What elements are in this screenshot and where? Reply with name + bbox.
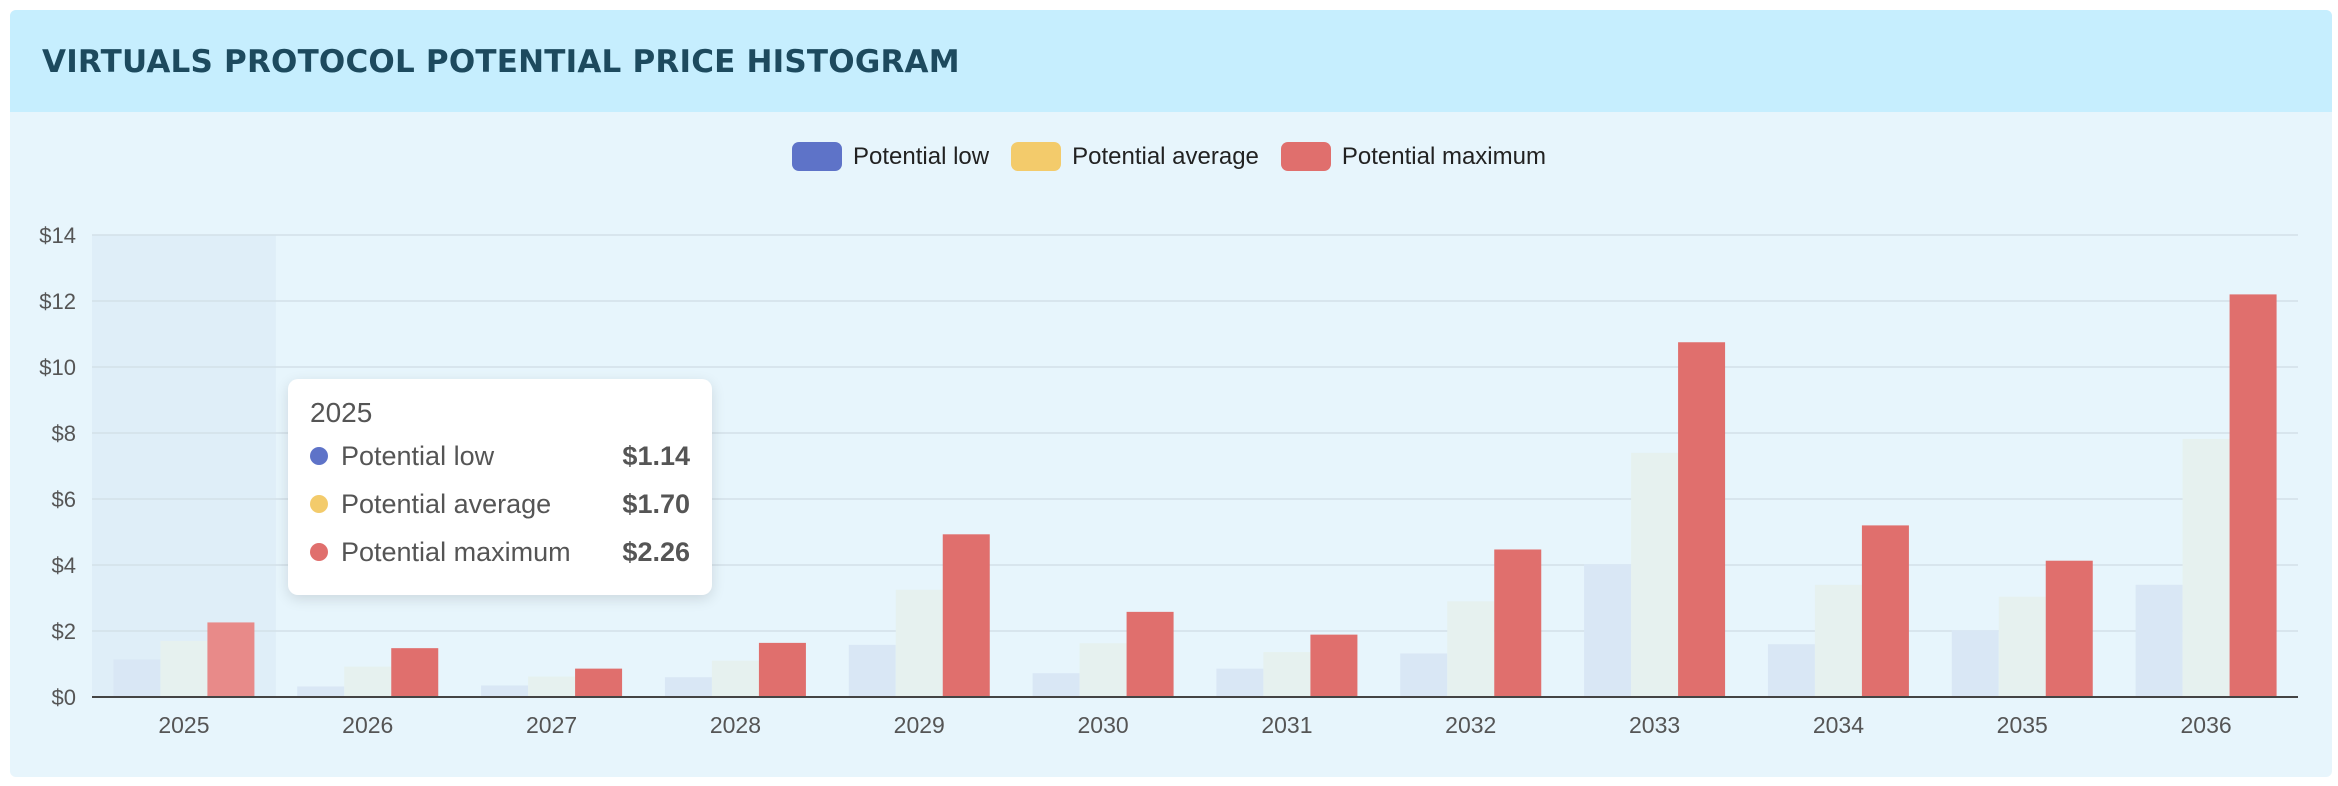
y-tick-label: $2	[52, 619, 76, 644]
x-tick-label: 2031	[1261, 712, 1312, 738]
x-tick-label: 2030	[1077, 712, 1128, 738]
hover-band	[92, 235, 276, 697]
legend-swatch-low	[792, 142, 843, 171]
bar-maximum	[1861, 525, 1909, 697]
bar-maximum	[1678, 342, 1726, 697]
tooltip-dot-low	[310, 447, 328, 465]
bar-average	[1447, 601, 1495, 697]
bar-average	[528, 676, 576, 697]
chart-legend: Potential low Potential average Potentia…	[0, 142, 2338, 171]
tooltip-title: 2025	[310, 397, 373, 428]
bar-average	[1631, 452, 1679, 697]
y-tick-label: $0	[52, 685, 76, 710]
bar-maximum	[391, 648, 439, 697]
x-tick-label: 2029	[894, 712, 945, 738]
bar-average	[1814, 584, 1862, 697]
tooltip-dot-average	[310, 495, 328, 513]
y-tick-label: $8	[52, 421, 76, 446]
bar-low	[1767, 644, 1815, 697]
bar-maximum	[1494, 549, 1542, 697]
bar-low	[664, 677, 712, 697]
legend-label-average: Potential average	[1072, 142, 1259, 170]
bar-average	[895, 589, 943, 697]
bar-low	[1584, 564, 1632, 697]
legend-label-low: Potential low	[853, 142, 990, 170]
bar-average	[1263, 652, 1311, 697]
legend-swatch-average	[1011, 142, 1062, 171]
bar-maximum	[1310, 634, 1358, 697]
bar-maximum	[207, 622, 255, 697]
x-tick-label: 2032	[1445, 712, 1496, 738]
bar-low	[1216, 668, 1264, 697]
tooltip-label-average: Potential average	[341, 488, 552, 519]
bar-low	[1400, 653, 1448, 697]
bar-low	[848, 644, 896, 697]
bar-average	[2182, 438, 2230, 697]
tooltip-label-low: Potential low	[341, 440, 495, 471]
y-tick-label: $10	[39, 355, 76, 380]
y-tick-label: $14	[39, 223, 76, 248]
tooltip-row-low: Potential low $1.14	[310, 438, 690, 474]
y-tick-label: $6	[52, 487, 76, 512]
x-tick-label: 2027	[526, 712, 577, 738]
tooltip-value-average: $1.70	[622, 488, 690, 519]
bar-low	[481, 685, 529, 697]
tooltip-dot-maximum	[310, 543, 328, 561]
y-tick-label: $4	[52, 553, 76, 578]
legend-item-low[interactable]: Potential low	[792, 142, 989, 171]
x-tick-label: 2026	[342, 712, 393, 738]
bar-low	[1951, 630, 1999, 697]
bar-maximum	[1126, 611, 1174, 697]
bar-low	[2135, 584, 2183, 697]
bar-maximum	[2045, 560, 2093, 697]
bar-average	[711, 660, 759, 697]
bar-average	[1998, 596, 2046, 697]
x-tick-label: 2028	[710, 712, 761, 738]
chart-tooltip: 2025 Potential low $1.14 Potential avera…	[288, 379, 712, 595]
tooltip-value-low: $1.14	[622, 440, 690, 471]
bar-maximum	[758, 642, 806, 697]
tooltip-value-maximum: $2.26	[622, 536, 690, 567]
tooltip-row-average: Potential average $1.70	[310, 486, 690, 522]
bar-maximum	[942, 534, 990, 697]
x-tick-label: 2035	[1997, 712, 2048, 738]
card-header: VIRTUALS PROTOCOL POTENTIAL PRICE HISTOG…	[10, 10, 2332, 112]
x-tick-label: 2036	[2180, 712, 2231, 738]
bar-maximum	[2229, 294, 2277, 697]
x-tick-label: 2025	[158, 712, 209, 738]
bar-average	[160, 640, 208, 697]
x-tick-label: 2033	[1629, 712, 1680, 738]
legend-item-average[interactable]: Potential average	[1011, 142, 1259, 171]
bar-maximum	[575, 668, 623, 697]
y-tick-label: $12	[39, 289, 76, 314]
chart-title: VIRTUALS PROTOCOL POTENTIAL PRICE HISTOG…	[42, 44, 960, 80]
bar-low	[1032, 673, 1080, 697]
tooltip-label-maximum: Potential maximum	[341, 536, 571, 567]
bar-average	[1079, 643, 1127, 697]
bar-low	[297, 686, 345, 697]
bar-average	[344, 666, 392, 697]
tooltip-row-maximum: Potential maximum $2.26	[310, 534, 690, 570]
bar-low	[113, 659, 161, 697]
x-tick-label: 2034	[1813, 712, 1864, 738]
legend-item-maximum[interactable]: Potential maximum	[1280, 142, 1546, 171]
legend-swatch-maximum	[1280, 142, 1331, 171]
legend-label-maximum: Potential maximum	[1341, 142, 1546, 170]
